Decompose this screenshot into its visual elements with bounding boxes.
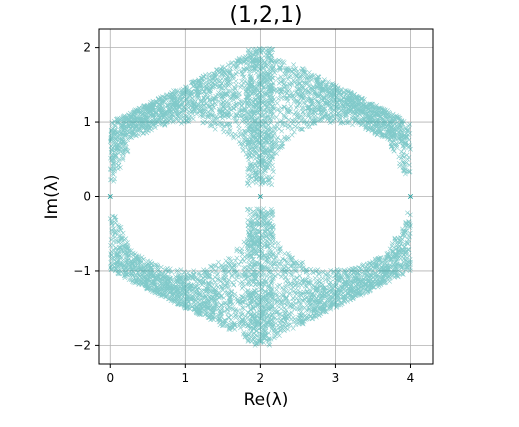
y-axis-label: Im(λ) [42, 175, 62, 220]
scatter-markers [107, 45, 413, 348]
y-tick-label: −1 [73, 264, 91, 278]
y-tick-label: 0 [83, 190, 91, 204]
data-points [107, 45, 413, 348]
x-tick-label: 0 [106, 371, 114, 385]
y-tick-label: 1 [83, 115, 91, 129]
x-tick-label: 2 [257, 371, 265, 385]
axis-ticks: 0 1 2 3 4 −2 −1 0 1 2 [73, 41, 414, 385]
x-axis-label: Re(λ) [244, 390, 289, 410]
x-tick-label: 4 [407, 371, 415, 385]
chart-title: (1,2,1) [229, 3, 302, 28]
real-axis-point [408, 194, 413, 199]
y-tick-label: 2 [83, 41, 91, 55]
real-axis-point [257, 194, 263, 199]
x-tick-label: 1 [181, 371, 189, 385]
y-tick-label: −2 [73, 338, 91, 352]
x-tick-label: 3 [332, 371, 340, 385]
real-axis-point [107, 194, 113, 199]
